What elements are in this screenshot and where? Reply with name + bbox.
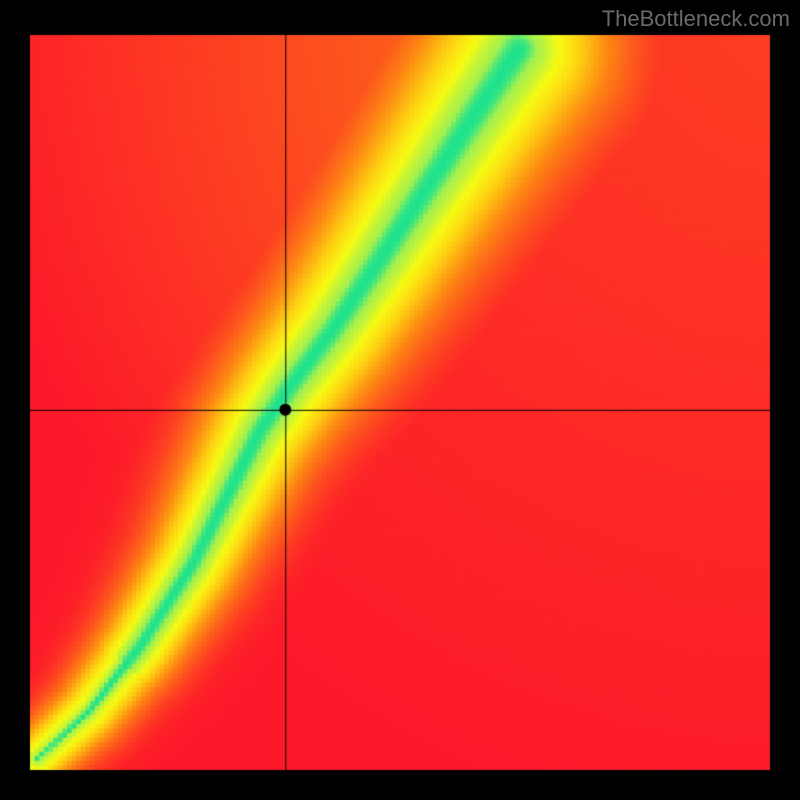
watermark-text: TheBottleneck.com	[602, 6, 790, 32]
bottleneck-heatmap	[0, 0, 800, 800]
